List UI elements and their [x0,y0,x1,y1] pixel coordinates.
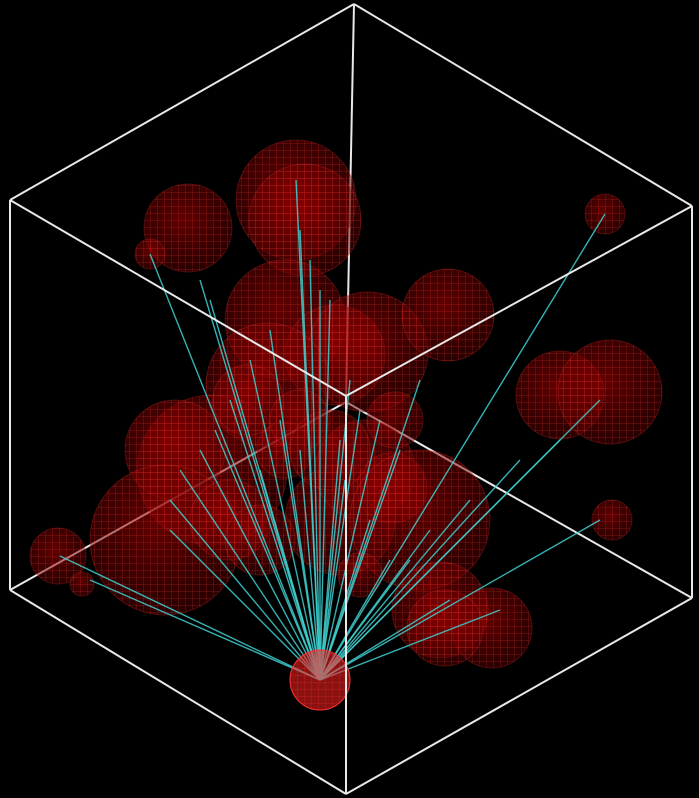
hub-layer [289,649,351,711]
sphere [366,391,424,449]
cube-edge [9,199,347,397]
link-line [319,479,346,681]
sphere [224,504,296,576]
link-line [59,555,321,681]
sphere [69,571,95,597]
link-line [319,213,606,681]
link-line [214,429,321,681]
link-line [319,519,601,681]
link-line [169,529,321,681]
sphere [557,339,663,445]
link-line [319,459,521,681]
link-line [249,359,321,681]
link-line [279,419,321,681]
link-line [89,579,321,681]
link-line [309,259,321,681]
link-line [299,449,321,681]
link-line [169,499,321,681]
link-line [319,409,361,681]
cube-edge [9,3,355,201]
sphere [591,499,633,541]
link-line [299,229,321,681]
cube-edge [345,597,693,795]
sphere [143,183,233,273]
cube-edge [353,3,693,207]
cube-front-edges [9,3,693,795]
sphere [29,527,87,585]
cube-edge [345,205,693,397]
sphere [307,291,429,413]
link-line [319,439,561,681]
link-line [229,399,321,681]
sphere [248,163,362,277]
hub-sphere [289,649,351,711]
link-line [319,379,421,681]
link-line [319,419,381,681]
sphere [406,589,484,667]
link-line [149,253,321,681]
link-line [319,299,331,681]
link-line [319,439,341,681]
cube-edge [9,589,347,795]
link-line [259,469,321,681]
sphere [401,268,495,362]
link-line [199,449,321,681]
link-line [179,469,321,681]
link-line [319,609,501,681]
